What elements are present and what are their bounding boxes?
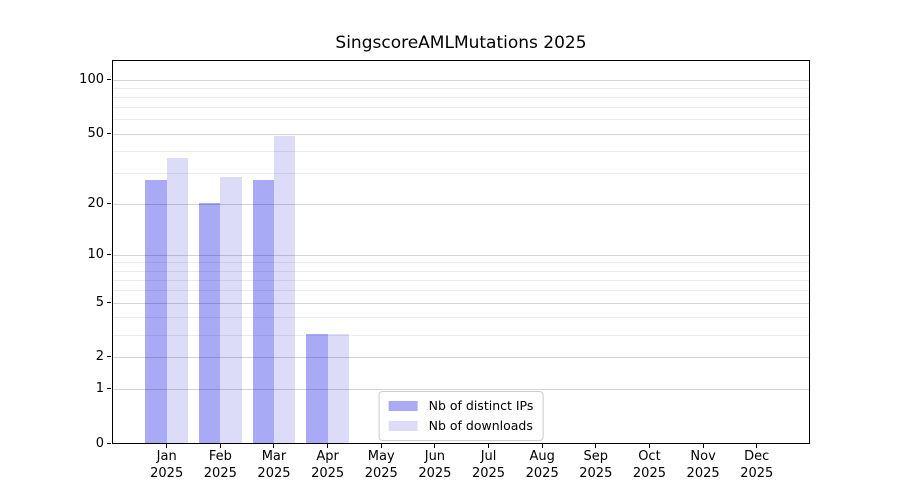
x-tick-aug [541, 444, 543, 448]
minor-gridline-80 [113, 97, 809, 99]
y-tick-label-100: 100 [79, 71, 104, 87]
x-tick-dec [756, 444, 758, 448]
x-tick-label-aug: Aug 2025 [525, 449, 559, 481]
x-tick-label-sep: Sep 2025 [579, 449, 613, 481]
minor-gridline-6 [113, 290, 809, 292]
bar-apr-downloads [327, 333, 349, 443]
x-tick-label-jun: Jun 2025 [418, 449, 452, 481]
y-tick-label-50: 50 [87, 125, 104, 141]
minor-gridline-60 [113, 119, 809, 121]
major-gridline-10 [113, 254, 809, 256]
y-tick-5 [107, 301, 111, 303]
y-tick-10 [107, 253, 111, 255]
major-gridline-1 [113, 389, 809, 391]
y-tick-label-2: 2 [95, 349, 104, 365]
bar-jan-distinct-ips [145, 179, 167, 443]
bar-jan-downloads [166, 157, 189, 443]
x-tick-label-nov: Nov 2025 [686, 449, 720, 481]
x-tick-may [380, 444, 382, 448]
y-tick-label-0: 0 [95, 436, 104, 451]
legend-label-downloads: Nb of downloads [428, 418, 533, 433]
x-tick-label-mar: Mar 2025 [257, 449, 291, 481]
minor-gridline-7 [113, 279, 809, 281]
y-tick-1 [107, 388, 111, 390]
major-gridline-20 [113, 203, 809, 205]
y-tick-50 [107, 132, 111, 134]
y-tick-0 [107, 443, 111, 444]
minor-gridline-8 [113, 270, 809, 272]
x-tick-label-jul: Jul 2025 [471, 449, 506, 481]
x-tick-label-jan: Jan 2025 [150, 449, 184, 481]
x-tick-label-oct: Oct 2025 [632, 449, 666, 481]
x-tick-jan [166, 444, 168, 448]
major-gridline-100 [113, 79, 809, 81]
plot-area [112, 60, 810, 444]
major-gridline-2 [113, 357, 809, 359]
y-tick-100 [107, 78, 111, 80]
y-tick-20 [107, 202, 111, 204]
x-tick-label-apr: Apr 2025 [311, 449, 345, 481]
major-gridline-5 [113, 302, 809, 304]
minor-gridline-90 [113, 87, 809, 89]
x-tick-label-feb: Feb 2025 [203, 449, 237, 481]
major-gridline-50 [113, 133, 809, 135]
minor-gridline-40 [113, 150, 809, 152]
y-tick-2 [107, 356, 111, 358]
x-tick-jun [434, 444, 436, 448]
x-tick-oct [648, 444, 650, 448]
y-tick-label-1: 1 [95, 381, 104, 397]
bar-mar-distinct-ips [252, 179, 274, 443]
x-tick-label-dec: Dec 2025 [740, 449, 774, 481]
y-tick-label-10: 10 [87, 246, 104, 262]
legend: Nb of distinct IPs Nb of downloads [378, 391, 544, 441]
y-tick-label-20: 20 [87, 195, 104, 211]
legend-item-downloads: Nb of downloads [388, 418, 534, 434]
x-tick-mar [273, 444, 275, 448]
x-tick-label-may: May 2025 [364, 449, 398, 481]
x-tick-feb [219, 444, 221, 448]
chart-title: SingscoreAMLMutations 2025 [335, 33, 587, 53]
minor-gridline-30 [113, 172, 809, 174]
x-tick-nov [702, 444, 704, 448]
bar-feb-distinct-ips [198, 202, 221, 443]
minor-gridline-70 [113, 107, 809, 109]
legend-item-distinct-ips: Nb of distinct IPs [388, 398, 534, 414]
minor-gridline-9 [113, 262, 809, 264]
bar-mar-downloads [273, 135, 296, 443]
bar-apr-distinct-ips [306, 333, 328, 443]
minor-gridline-4 [113, 316, 809, 318]
x-tick-jul [488, 444, 490, 448]
legend-label-distinct-ips: Nb of distinct IPs [428, 398, 534, 413]
x-tick-apr [327, 444, 329, 448]
bar-feb-downloads [220, 177, 242, 443]
y-tick-label-5: 5 [95, 294, 104, 310]
legend-swatch-downloads [388, 421, 418, 431]
legend-swatch-distinct-ips [388, 401, 418, 411]
minor-gridline-3 [113, 334, 809, 336]
x-tick-sep [595, 444, 597, 448]
